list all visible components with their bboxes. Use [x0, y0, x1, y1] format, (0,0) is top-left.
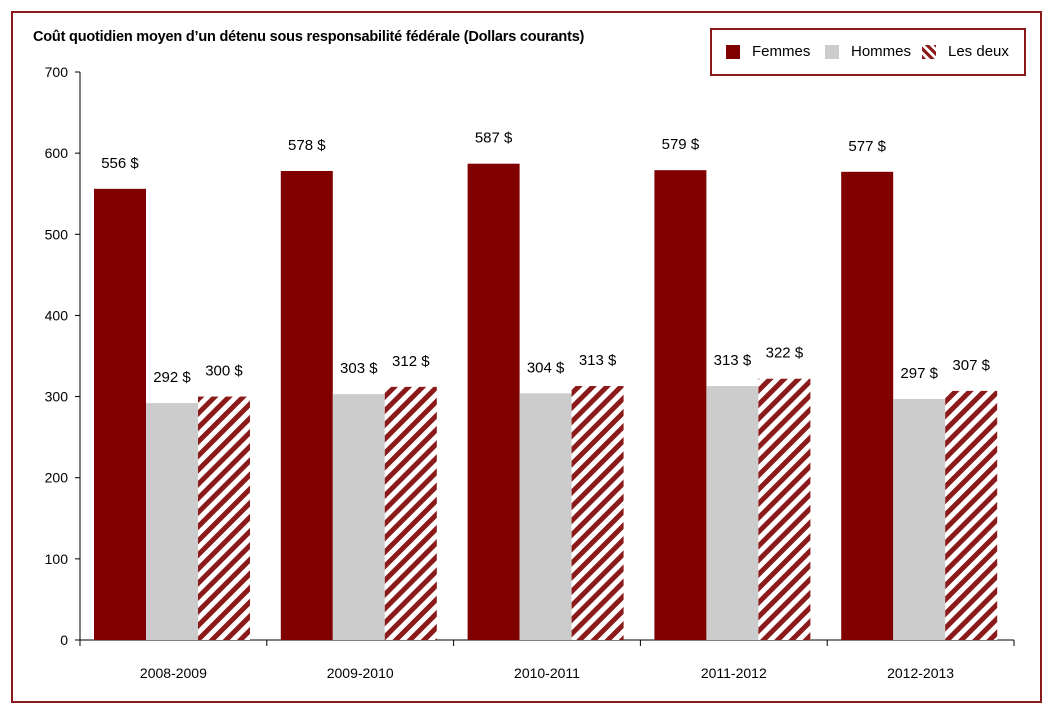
- y-tick-label-0: 0: [60, 632, 68, 648]
- bar-hommes-2009-2010: [332, 394, 385, 640]
- data-label-hommes-2009-2010: 303 $: [340, 360, 378, 377]
- data-label-hommes-2012-2013: 297 $: [900, 365, 938, 382]
- y-tick-label-200: 200: [45, 470, 69, 486]
- data-label-hommes-2011-2012: 313 $: [714, 352, 752, 369]
- bar-femmes-2009-2010: [280, 170, 333, 640]
- bar-les-deux-2009-2010: [384, 386, 437, 640]
- x-tick-label-2008-2009: 2008-2009: [140, 665, 207, 681]
- legend-item-les-deux: Les deux: [922, 43, 1009, 60]
- data-label-femmes-2010-2011: 587 $: [475, 130, 513, 147]
- y-tick-label-100: 100: [45, 551, 69, 567]
- data-label-femmes-2012-2013: 577 $: [848, 138, 886, 155]
- data-label-les-deux-2011-2012: 322 $: [766, 345, 804, 362]
- bar-les-deux-2008-2009: [198, 396, 250, 640]
- legend-swatch-hommes: [825, 44, 839, 59]
- bar-hommes-2008-2009: [146, 403, 198, 640]
- bar-femmes-2008-2009: [94, 188, 146, 641]
- legend-item-femmes: Femmes: [726, 43, 810, 60]
- legend-label-femmes: Femmes: [752, 43, 811, 60]
- y-tick-label-300: 300: [45, 389, 69, 405]
- data-label-les-deux-2010-2011: 313 $: [579, 352, 617, 369]
- y-tick-label-600: 600: [45, 145, 69, 161]
- y-tick-label-700: 700: [45, 64, 69, 80]
- bar-hommes-2011-2012: [706, 386, 759, 640]
- data-label-hommes-2010-2011: 304 $: [527, 359, 565, 376]
- data-label-les-deux-2008-2009: 300 $: [205, 363, 243, 380]
- chart-legend: Femmes Hommes Les deux: [710, 28, 1026, 76]
- bar-femmes-2011-2012: [654, 170, 707, 640]
- bar-les-deux-2010-2011: [571, 386, 624, 640]
- legend-item-hommes: Hommes: [825, 43, 911, 60]
- legend-label-hommes: Hommes: [851, 43, 912, 60]
- data-label-femmes-2008-2009: 556 $: [101, 155, 139, 172]
- x-tick-label-2009-2010: 2009-2010: [327, 665, 394, 681]
- chart-title: Coût quotidien moyen d’un détenu sous re…: [33, 29, 585, 45]
- legend-swatch-les-deux: [922, 44, 936, 59]
- legend-label-les-deux: Les deux: [948, 43, 1009, 60]
- bar-hommes-2010-2011: [519, 393, 572, 640]
- x-tick-label-2010-2011: 2010-2011: [514, 665, 580, 681]
- bar-les-deux-2011-2012: [758, 378, 811, 640]
- x-tick-label-2012-2013: 2012-2013: [887, 665, 954, 681]
- bar-les-deux-2012-2013: [945, 390, 998, 640]
- chart-frame: [11, 11, 1042, 703]
- data-label-femmes-2009-2010: 578 $: [288, 137, 326, 154]
- y-tick-label-500: 500: [45, 226, 69, 242]
- data-label-les-deux-2012-2013: 307 $: [952, 357, 990, 374]
- y-tick-label-400: 400: [45, 307, 69, 323]
- data-label-hommes-2008-2009: 292 $: [153, 369, 191, 386]
- data-label-femmes-2011-2012: 579 $: [662, 136, 700, 153]
- bar-hommes-2012-2013: [893, 399, 946, 640]
- legend-swatch-femmes: [726, 44, 740, 59]
- bar-femmes-2010-2011: [467, 163, 520, 641]
- x-tick-label-2011-2012: 2011-2012: [701, 665, 767, 681]
- bar-femmes-2012-2013: [841, 171, 894, 640]
- data-label-les-deux-2009-2010: 312 $: [392, 353, 430, 370]
